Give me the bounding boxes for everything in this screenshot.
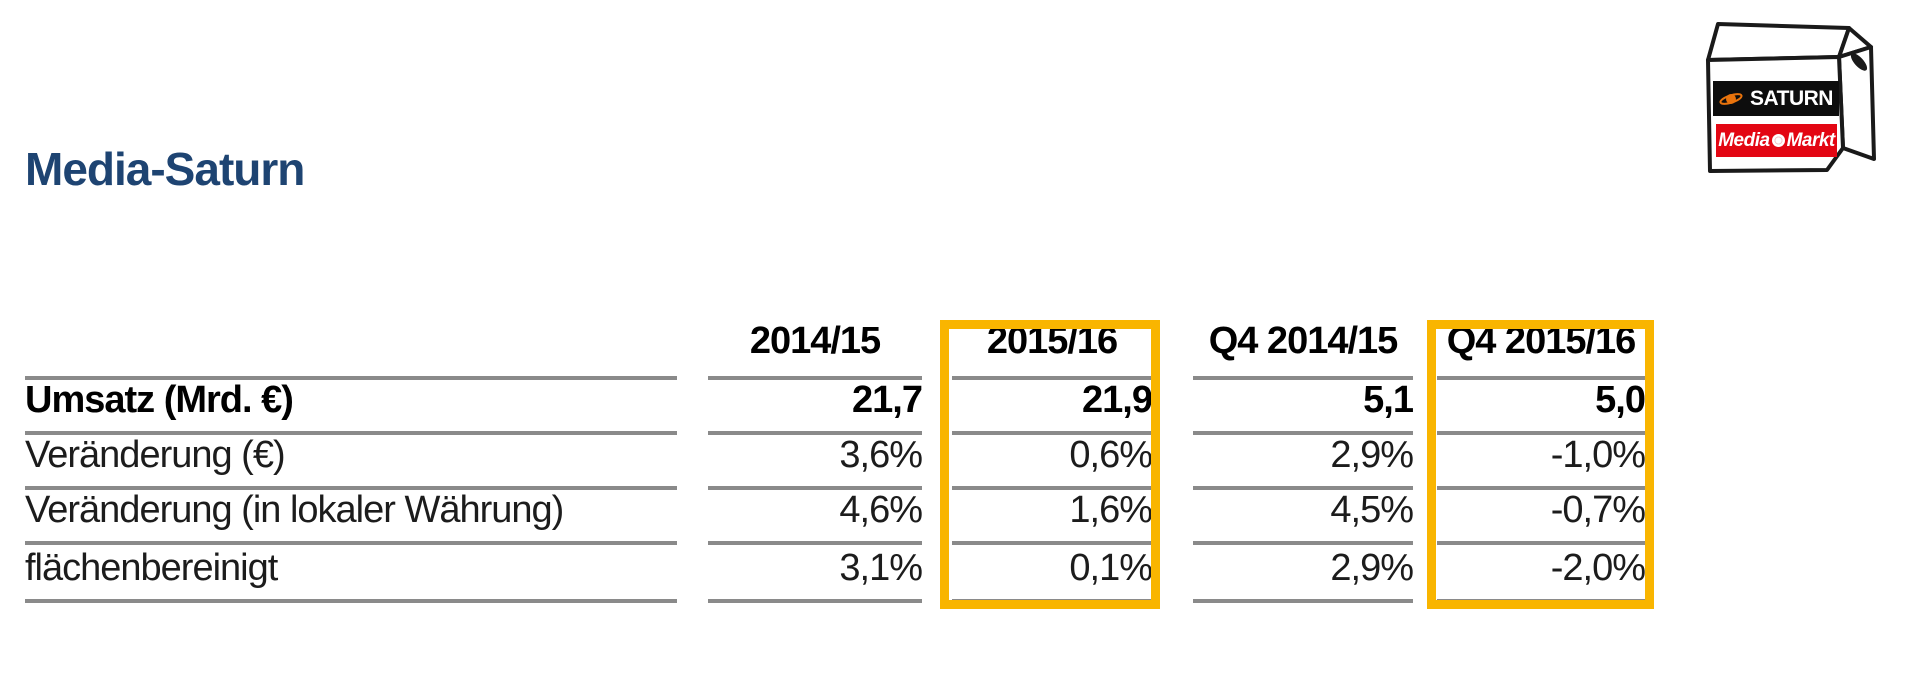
table-row-flaechenbereinigt: flächenbereinigt 3,1% 0,1% 2,9% -2,0%	[25, 545, 1646, 603]
highlight-box-2015-16	[940, 320, 1160, 609]
value-cell: 2,9%	[1193, 434, 1414, 490]
media-saturn-box-logo: SATURN Media Markt	[1700, 20, 1880, 188]
value-cell: 21,7	[708, 379, 923, 435]
value-cell: 1,6%	[952, 489, 1153, 545]
mediamarkt-globe-icon	[1771, 134, 1785, 147]
mediamarkt-media-text: Media	[1718, 129, 1770, 151]
saturn-planet-icon	[1719, 92, 1743, 105]
value-cell: 5,0	[1437, 379, 1646, 435]
value-cell: -2,0%	[1437, 545, 1646, 603]
handle-slot-icon	[1850, 53, 1868, 71]
column-header-2014-15: 2014/15	[708, 320, 922, 380]
table-row-veraenderung-eur: Veränderung (€) 3,6% 0,6% 2,9% -1,0%	[25, 434, 1646, 490]
row-label: Veränderung (in lokaler Währung)	[25, 489, 677, 545]
row-label: flächenbereinigt	[25, 545, 677, 603]
page-title: Media-Saturn	[25, 143, 305, 195]
value-cell: 3,6%	[708, 434, 923, 490]
table-row-umsatz: Umsatz (Mrd. €) 21,7 21,9 5,1 5,0	[25, 379, 1646, 435]
table-header-row: 2014/15 2015/16 Q4 2014/15 Q4 2015/16	[25, 320, 1645, 380]
mediamarkt-logo: Media Markt	[1716, 124, 1837, 157]
value-cell: -1,0%	[1437, 434, 1646, 490]
highlight-box-q4-2015-16	[1427, 320, 1654, 609]
value-cell: 3,1%	[708, 545, 923, 603]
financial-table: 2014/15 2015/16 Q4 2014/15 Q4 2015/16 Um…	[25, 320, 1646, 603]
value-cell: 4,6%	[708, 489, 923, 545]
value-cell: 0,6%	[952, 434, 1153, 490]
value-cell: 4,5%	[1193, 489, 1414, 545]
header-spacer	[25, 320, 677, 380]
row-label: Umsatz (Mrd. €)	[25, 379, 677, 435]
value-cell: 21,9	[952, 379, 1153, 435]
saturn-logo-text: SATURN	[1750, 86, 1833, 110]
row-label: Veränderung (€)	[25, 434, 677, 490]
value-cell: 2,9%	[1193, 545, 1414, 603]
mediamarkt-markt-text: Markt	[1786, 129, 1836, 151]
table-row-veraenderung-lokale-waehrung: Veränderung (in lokaler Währung) 4,6% 1,…	[25, 489, 1646, 545]
value-cell: 5,1	[1193, 379, 1414, 435]
saturn-logo: SATURN	[1713, 81, 1839, 116]
column-header-q4-2014-15: Q4 2014/15	[1193, 320, 1413, 380]
value-cell: -0,7%	[1437, 489, 1646, 545]
